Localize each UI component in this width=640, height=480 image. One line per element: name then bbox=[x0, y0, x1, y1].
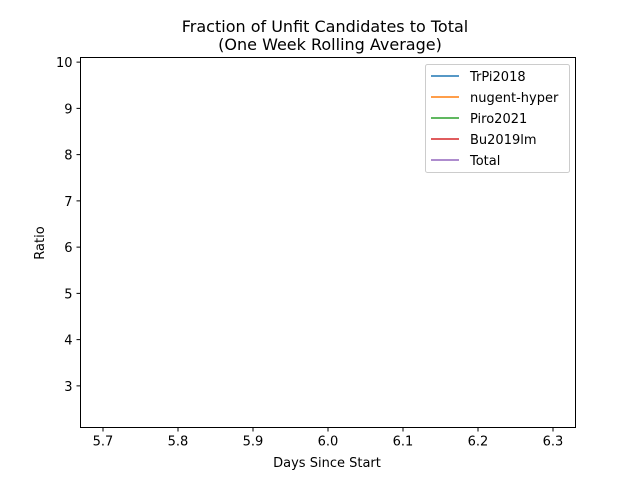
y-tick-label: 8 bbox=[64, 149, 72, 164]
y-tick-label: 3 bbox=[64, 380, 72, 395]
legend: TrPi2018 nugent-hyper Piro2021 Bu2019lm Tota… bbox=[425, 64, 570, 173]
x-axis-label: Days Since Start bbox=[273, 456, 381, 471]
chart-title-line1: Fraction of Unfit Candidates to Total bbox=[182, 17, 468, 36]
chart-title-line2: (One Week Rolling Average) bbox=[218, 35, 442, 54]
plot-area-frame bbox=[80, 57, 576, 428]
legend-label: Total bbox=[469, 154, 500, 169]
legend-label: nugent-hyper bbox=[470, 91, 559, 106]
legend-label: TrPi2018 bbox=[469, 70, 526, 85]
y-tick-label: 4 bbox=[64, 334, 72, 349]
y-axis-ticks: 3 4 5 6 7 8 9 10 bbox=[56, 56, 81, 395]
y-tick-label: 9 bbox=[64, 102, 72, 117]
x-tick-label: 5.7 bbox=[93, 435, 114, 450]
x-tick-label: 6.1 bbox=[393, 435, 414, 450]
x-tick-label: 5.8 bbox=[168, 435, 189, 450]
y-tick-label: 10 bbox=[56, 56, 73, 71]
y-tick-label: 7 bbox=[64, 195, 72, 210]
legend-label: Bu2019lm bbox=[470, 133, 537, 148]
y-tick-label: 5 bbox=[64, 287, 72, 302]
x-tick-label: 5.9 bbox=[243, 435, 264, 450]
y-tick-label: 6 bbox=[64, 241, 72, 256]
y-axis-label: Ratio bbox=[33, 226, 48, 259]
legend-box bbox=[425, 64, 570, 173]
x-tick-label: 6.3 bbox=[543, 435, 564, 450]
x-axis-ticks: 5.7 5.8 5.9 6.0 6.1 6.2 6.3 bbox=[93, 427, 564, 450]
x-tick-label: 6.2 bbox=[468, 435, 489, 450]
legend-label: Piro2021 bbox=[470, 112, 527, 127]
x-tick-label: 6.0 bbox=[318, 435, 339, 450]
